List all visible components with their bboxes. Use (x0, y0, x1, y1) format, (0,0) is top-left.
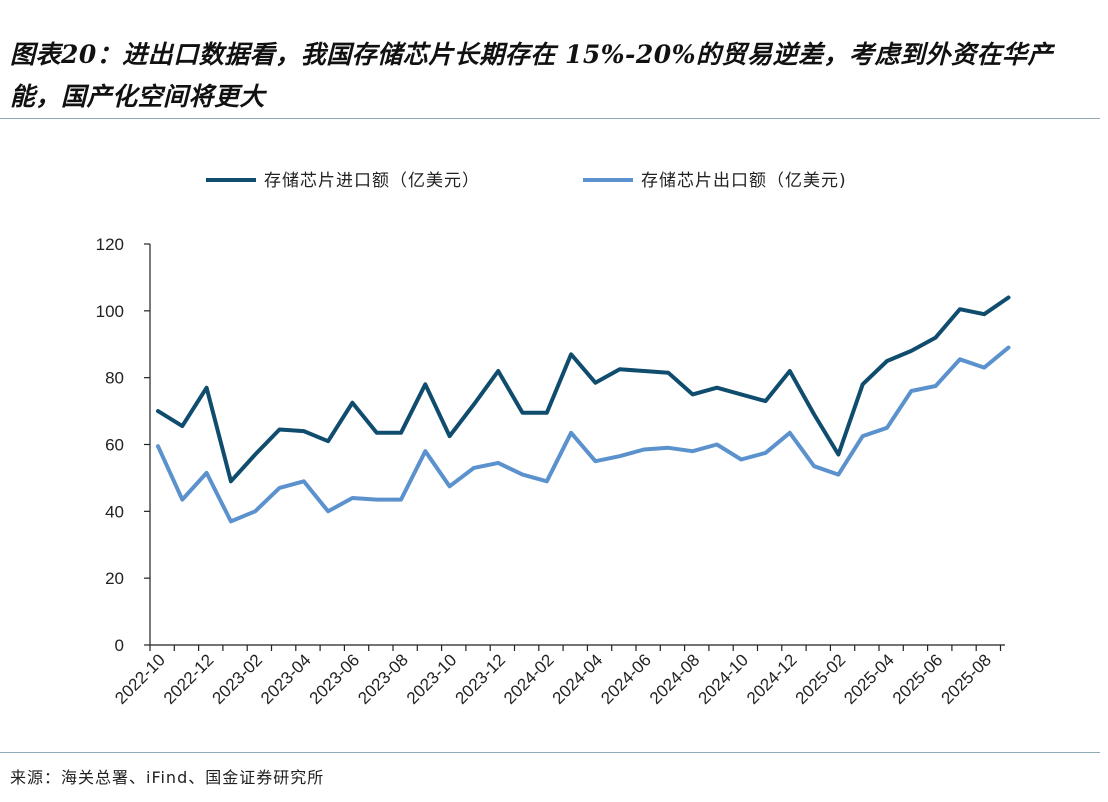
x-tick-label: 2024-02 (500, 650, 558, 708)
chart-series (156, 295, 1011, 524)
x-tick-label: 2023-04 (257, 650, 315, 708)
y-tick-label: 60 (105, 436, 124, 455)
y-tick-label: 0 (115, 636, 124, 655)
y-tick-label: 100 (96, 302, 124, 321)
x-tick-label: 2024-04 (549, 650, 607, 708)
legend-label: 存储芯片出口额（亿美元) (641, 171, 847, 191)
bottom-divider (0, 752, 1100, 753)
x-tick-label: 2023-10 (403, 650, 461, 708)
x-tick-label: 2022-12 (160, 650, 218, 708)
series-line-export (156, 345, 1011, 524)
x-tick-label: 2023-08 (354, 650, 412, 708)
x-tick-label: 2023-06 (306, 650, 364, 708)
y-tick-label: 40 (105, 502, 124, 521)
chart-title: 图表20：进出口数据看，我国存储芯片长期存在 15%-20%的贸易逆差，考虑到外… (10, 40, 1053, 111)
x-tick-label: 2022-10 (111, 650, 169, 708)
x-tick-label: 2024-06 (597, 650, 655, 708)
legend-label: 存储芯片进口额（亿美元） (264, 171, 480, 191)
x-tick-label: 2024-12 (743, 650, 801, 708)
legend: 存储芯片进口额（亿美元） 存储芯片出口额（亿美元) (206, 171, 847, 191)
x-tick-label: 2025-08 (937, 650, 995, 708)
x-tick-label: 2025-02 (792, 650, 850, 708)
y-tick-label: 20 (105, 569, 124, 588)
top-divider (0, 118, 1100, 119)
x-tick-label: 2025-06 (889, 650, 947, 708)
y-tick-label: 80 (105, 369, 124, 388)
series-line-import (156, 295, 1011, 484)
x-tick-label: 2024-10 (694, 650, 752, 708)
x-tick-label: 2025-04 (840, 650, 898, 708)
x-tick-label: 2023-02 (208, 650, 266, 708)
x-tick-label: 2024-08 (646, 650, 704, 708)
x-tick-label: 2023-12 (451, 650, 509, 708)
source-note: 来源：海关总署、iFind、国金证券研究所 (10, 768, 325, 787)
y-tick-label: 120 (96, 235, 124, 254)
